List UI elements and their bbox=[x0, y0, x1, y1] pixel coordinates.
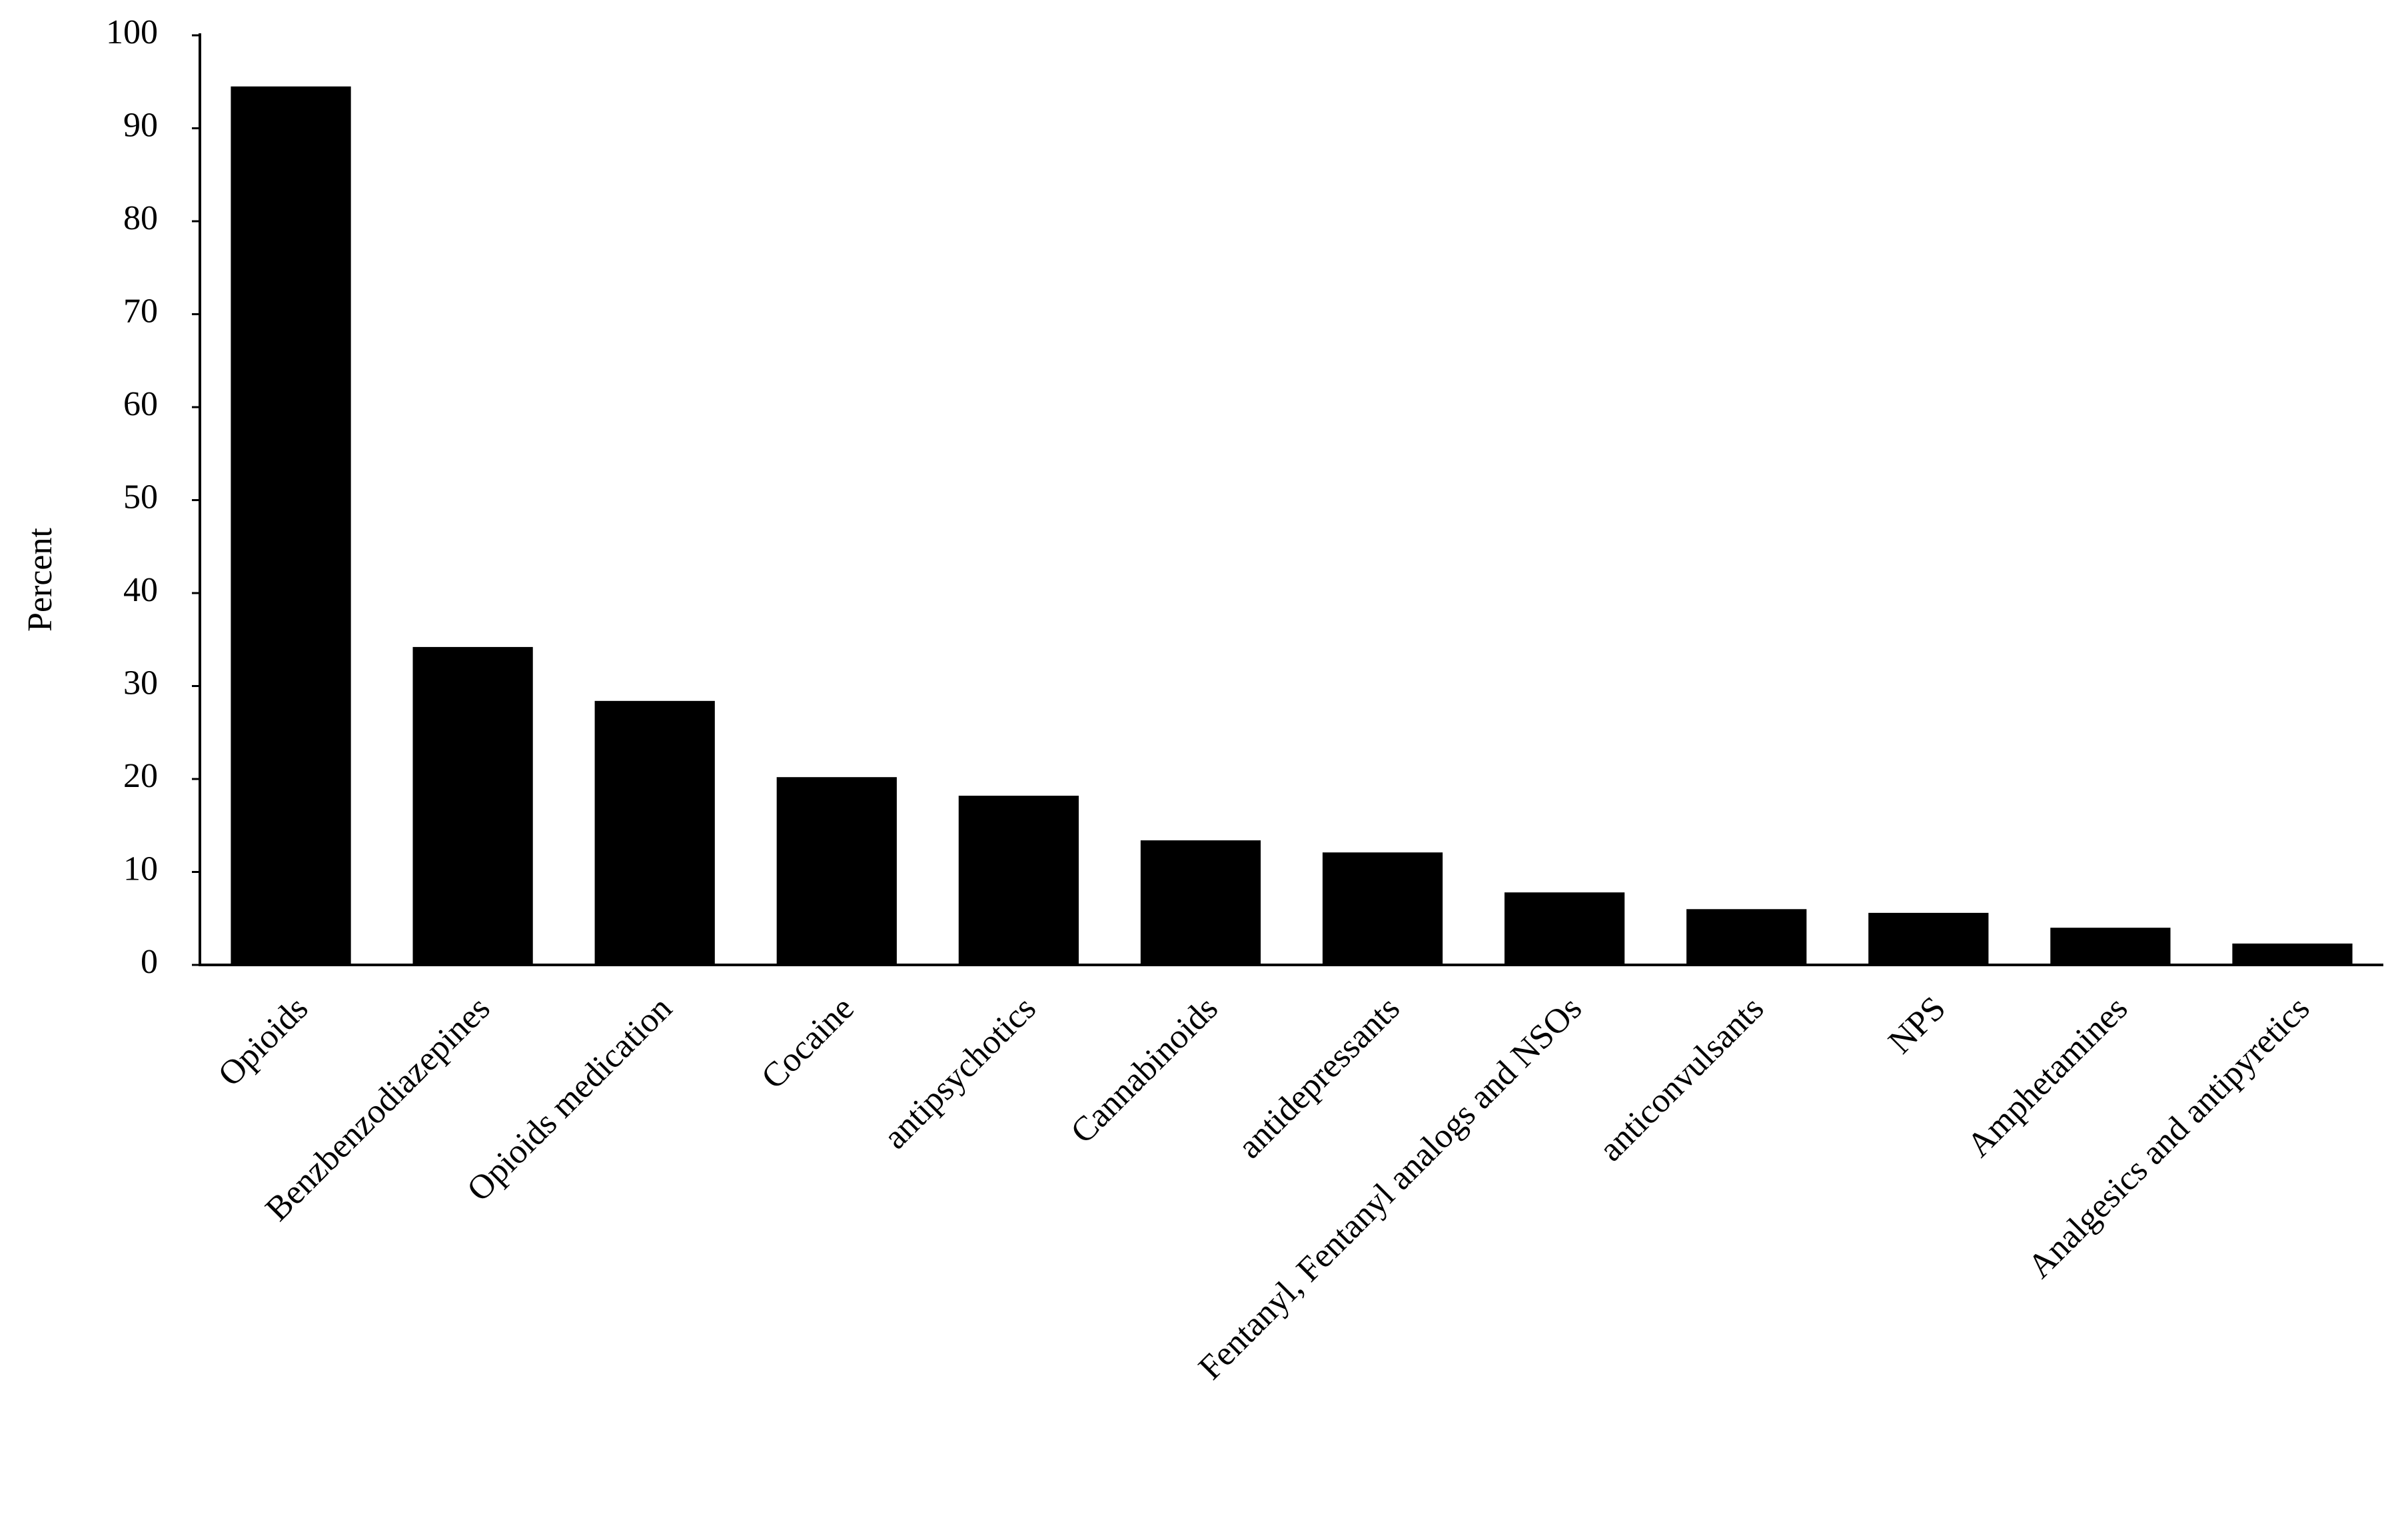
y-tick-label: 90 bbox=[123, 106, 158, 144]
x-tick-label: antipsychotics bbox=[876, 990, 1043, 1157]
bar bbox=[412, 646, 533, 965]
bar bbox=[594, 700, 715, 965]
x-tick-label: Opioids bbox=[211, 990, 316, 1094]
bar bbox=[2050, 928, 2171, 965]
bar bbox=[1322, 852, 1443, 965]
x-tick-label: Fentanyl, Fentanyl analogs and NSOs bbox=[1191, 990, 1589, 1387]
x-tick-label: NPS bbox=[1881, 990, 1953, 1062]
y-tick-label: 40 bbox=[123, 571, 158, 609]
x-tick-label: Amphetamines bbox=[1960, 990, 2135, 1165]
y-tick-label: 60 bbox=[123, 385, 158, 423]
y-tick-label: 20 bbox=[123, 757, 158, 795]
y-tick-label: 30 bbox=[123, 664, 158, 702]
bar bbox=[231, 86, 351, 966]
bar bbox=[1505, 892, 1625, 965]
x-tick-label: anticonvulsants bbox=[1592, 990, 1771, 1169]
bar bbox=[2232, 943, 2353, 965]
bar bbox=[776, 777, 897, 965]
bar bbox=[1140, 840, 1261, 965]
x-tick-label: antidepressants bbox=[1231, 990, 1407, 1166]
y-tick-label: 100 bbox=[106, 13, 158, 51]
y-tick-label: 0 bbox=[141, 943, 158, 981]
bar bbox=[1686, 909, 1807, 965]
bar bbox=[958, 796, 1079, 965]
y-tick-label: 70 bbox=[123, 292, 158, 330]
x-tick-label: Cocaine bbox=[754, 990, 862, 1097]
x-tick-label: Cannabinoids bbox=[1063, 990, 1225, 1151]
bar bbox=[1868, 912, 1989, 965]
y-axis-label: Percent bbox=[21, 527, 59, 631]
y-tick-label: 10 bbox=[123, 850, 158, 888]
y-tick-label: 50 bbox=[123, 478, 158, 516]
x-tick-label: Opioids medication bbox=[460, 990, 679, 1209]
y-tick-label: 80 bbox=[123, 199, 158, 237]
